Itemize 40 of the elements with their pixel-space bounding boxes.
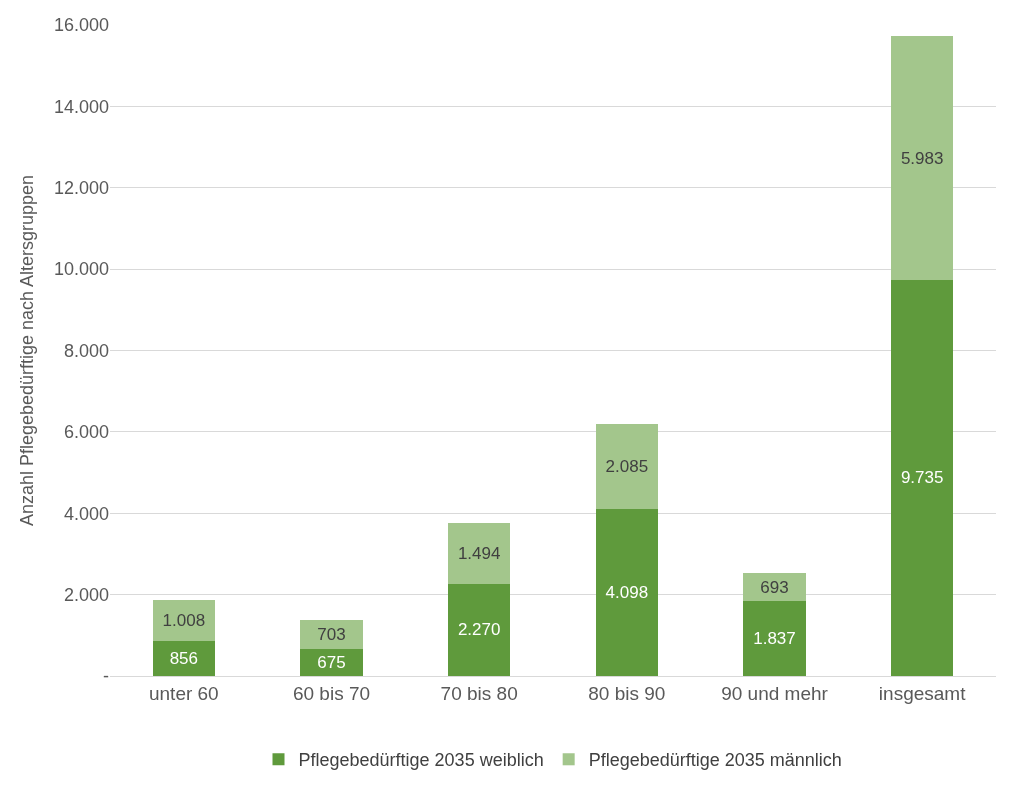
data-label: 2.085 [605,457,649,477]
data-label: 9.735 [900,468,944,488]
data-label: 675 [317,652,346,672]
bar [595,424,658,510]
data-label: 856 [169,649,199,669]
x-tick-label: 80 bis 90 [588,682,666,704]
legend-label: Pflegebedürftige 2035 männlich [588,750,842,771]
x-tick-label: 70 bis 80 [440,682,518,704]
y-tick-label: 8.000 [63,340,109,361]
bar [743,601,806,676]
bar [891,279,954,676]
data-label: 1.494 [457,543,501,563]
y-tick-label: 4.000 [63,503,109,524]
bar [300,648,363,676]
bar [300,619,363,649]
x-tick-label: insgesamt [878,682,967,704]
legend-label: Pflegebedürftige 2035 weiblich [298,750,544,771]
data-label: 1.837 [753,629,796,649]
y-tick-label: 16.000 [53,15,109,36]
bar [448,522,511,584]
y-tick-label: - [103,666,109,687]
data-label: 5.983 [900,148,944,168]
x-tick-label: 90 und mehr [721,682,829,704]
data-label: 693 [760,577,789,597]
data-label: 703 [317,624,346,644]
y-tick-label: 10.000 [53,259,109,280]
y-tick-label: 2.000 [63,584,109,605]
y-axis-title: Anzahl Pflegebedürftige nach Altersgruppen [17,174,38,527]
x-tick-label: 60 bis 70 [292,682,371,704]
bar [152,641,215,676]
bar [595,509,658,676]
data-label: 1.008 [162,611,206,631]
y-tick-label: 14.000 [53,96,109,117]
y-tick-label: 12.000 [53,178,109,199]
bar [448,583,511,676]
x-tick-label: unter 60 [148,682,219,704]
data-label: 2.270 [457,620,501,640]
y-tick-label: 6.000 [63,422,109,443]
bar [891,36,954,280]
data-label: 4.098 [605,583,649,603]
